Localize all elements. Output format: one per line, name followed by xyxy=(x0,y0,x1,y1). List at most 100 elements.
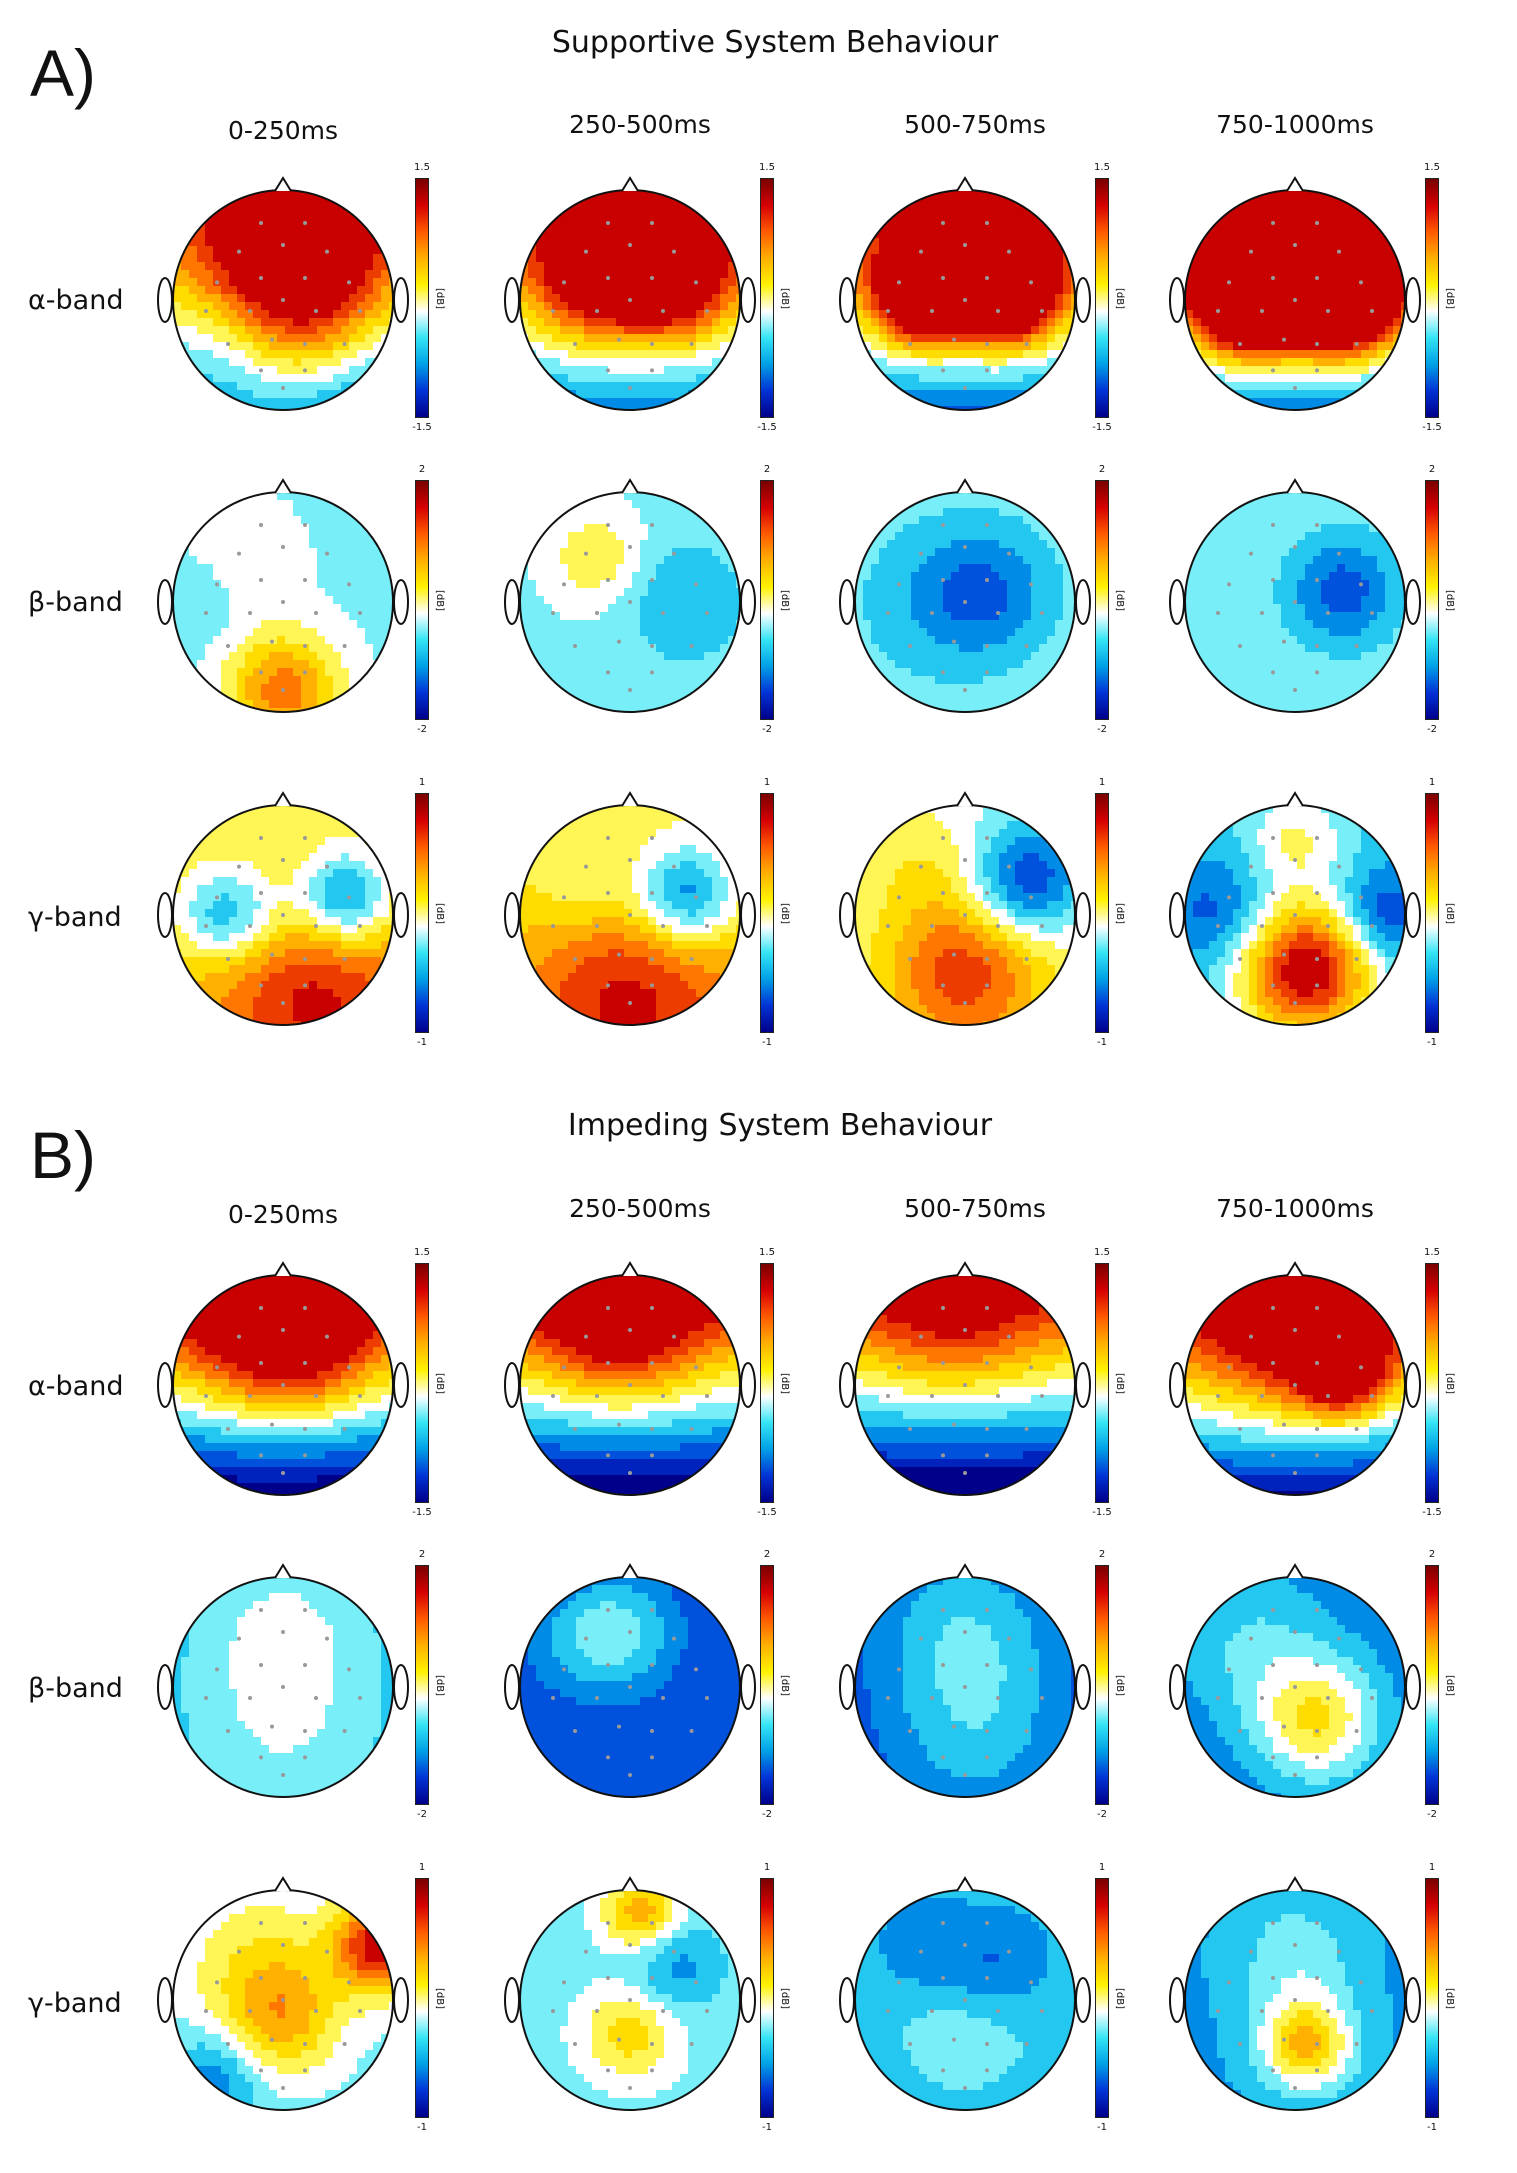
colorbar-gradient xyxy=(1425,1263,1439,1503)
colorbar-min-label: -1 xyxy=(1097,1037,1107,1048)
topomap-b-alpha-2 xyxy=(504,1261,756,1496)
right-ear-icon xyxy=(740,1362,756,1408)
colorbar-unit-label: [dB] xyxy=(1444,590,1455,612)
right-ear-icon xyxy=(1405,892,1421,938)
left-ear-icon xyxy=(839,1664,855,1710)
colorbar-unit-label: [dB] xyxy=(1114,903,1125,925)
left-ear-icon xyxy=(157,1362,173,1408)
colorbar-min-label: -1 xyxy=(1427,1037,1437,1048)
topomap-a-alpha-3 xyxy=(839,176,1091,411)
colorbar-max-label: 2 xyxy=(1428,464,1436,475)
panel-b-time-2: 250-500ms xyxy=(569,1194,711,1223)
right-ear-icon xyxy=(1405,1664,1421,1710)
nose-icon xyxy=(621,1261,639,1277)
right-ear-icon xyxy=(1405,579,1421,625)
colorbar-min-label: -1.5 xyxy=(757,422,777,433)
nose-icon xyxy=(621,478,639,494)
nose-icon xyxy=(956,1876,974,1892)
left-ear-icon xyxy=(504,579,520,625)
right-ear-icon xyxy=(1075,1664,1091,1710)
colorbar-min-label: -2 xyxy=(762,724,772,735)
topomap-a-beta-2 xyxy=(504,478,756,713)
nose-icon xyxy=(621,791,639,807)
colorbar-min-label: -1 xyxy=(762,2122,772,2133)
left-ear-icon xyxy=(839,579,855,625)
topomap-b-beta-2 xyxy=(504,1563,756,1798)
colorbar-unit-label: [dB] xyxy=(779,590,790,612)
nose-icon xyxy=(274,1261,292,1277)
topomap-b-beta-4 xyxy=(1169,1563,1421,1798)
left-ear-icon xyxy=(157,1664,173,1710)
topomap-a-alpha-2 xyxy=(504,176,756,411)
colorbar-gradient xyxy=(415,1263,429,1503)
right-ear-icon xyxy=(393,1362,409,1408)
panel-a-beta-label: β-band xyxy=(28,587,123,618)
colorbar-gradient xyxy=(760,1878,774,2118)
panel-a-gamma-label: γ-band xyxy=(28,902,122,933)
colorbar-gradient xyxy=(415,1565,429,1805)
right-ear-icon xyxy=(740,892,756,938)
topomap-b-beta-1 xyxy=(157,1563,409,1798)
left-ear-icon xyxy=(839,892,855,938)
colorbar-min-label: -1.5 xyxy=(412,422,432,433)
nose-icon xyxy=(1286,1563,1304,1579)
panel-a-time-1: 0-250ms xyxy=(227,116,339,145)
topomap-b-gamma-4 xyxy=(1169,1876,1421,2111)
colorbar-min-label: -1.5 xyxy=(412,1507,432,1518)
colorbar-max-label: 2 xyxy=(1098,464,1106,475)
colorbar-min-label: -2 xyxy=(1427,724,1437,735)
topomap-b-gamma-3 xyxy=(839,1876,1091,2111)
colorbar-unit-label: [dB] xyxy=(1444,1373,1455,1395)
colorbar-gradient xyxy=(760,178,774,418)
colorbar-max-label: 1 xyxy=(418,777,426,788)
colorbar-gradient xyxy=(1425,480,1439,720)
colorbar-gradient xyxy=(1095,1565,1109,1805)
colorbar-max-label: 2 xyxy=(1428,1549,1436,1560)
colorbar-max-label: 1.5 xyxy=(1424,162,1440,173)
right-ear-icon xyxy=(393,1977,409,2023)
right-ear-icon xyxy=(740,277,756,323)
left-ear-icon xyxy=(157,277,173,323)
panel-b-alpha-label: α-band xyxy=(28,1371,124,1402)
left-ear-icon xyxy=(1169,1977,1185,2023)
left-ear-icon xyxy=(157,892,173,938)
colorbar-max-label: 1.5 xyxy=(759,1247,775,1258)
colorbar-gradient xyxy=(760,480,774,720)
colorbar-unit-label: [dB] xyxy=(1114,1373,1125,1395)
topomap-a-gamma-3 xyxy=(839,791,1091,1026)
nose-icon xyxy=(274,791,292,807)
left-ear-icon xyxy=(504,1664,520,1710)
colorbar-max-label: 1 xyxy=(418,1862,426,1873)
panel-a-time-3: 500-750ms xyxy=(904,110,1046,139)
panel-b-gamma-label: γ-band xyxy=(28,1988,122,2019)
colorbar-unit-label: [dB] xyxy=(779,1675,790,1697)
left-ear-icon xyxy=(157,1977,173,2023)
left-ear-icon xyxy=(1169,892,1185,938)
colorbar-min-label: -1.5 xyxy=(1092,1507,1112,1518)
topomap-b-gamma-1 xyxy=(157,1876,409,2111)
topomap-b-alpha-1 xyxy=(157,1261,409,1496)
right-ear-icon xyxy=(393,579,409,625)
right-ear-icon xyxy=(393,892,409,938)
left-ear-icon xyxy=(504,277,520,323)
topomap-a-beta-3 xyxy=(839,478,1091,713)
colorbar-min-label: -1 xyxy=(417,1037,427,1048)
colorbar-gradient xyxy=(1095,1263,1109,1503)
left-ear-icon xyxy=(839,277,855,323)
nose-icon xyxy=(621,1876,639,1892)
left-ear-icon xyxy=(504,1362,520,1408)
colorbar-gradient xyxy=(415,1878,429,2118)
colorbar-max-label: 1.5 xyxy=(759,162,775,173)
topomap-a-alpha-4 xyxy=(1169,176,1421,411)
right-ear-icon xyxy=(1075,1977,1091,2023)
nose-icon xyxy=(1286,176,1304,192)
nose-icon xyxy=(956,176,974,192)
colorbar-max-label: 1 xyxy=(1098,777,1106,788)
right-ear-icon xyxy=(1405,277,1421,323)
colorbar-max-label: 1.5 xyxy=(1424,1247,1440,1258)
right-ear-icon xyxy=(1075,579,1091,625)
topomap-b-alpha-4 xyxy=(1169,1261,1421,1496)
right-ear-icon xyxy=(1075,277,1091,323)
colorbar-min-label: -1 xyxy=(1097,2122,1107,2133)
topomap-b-alpha-3 xyxy=(839,1261,1091,1496)
